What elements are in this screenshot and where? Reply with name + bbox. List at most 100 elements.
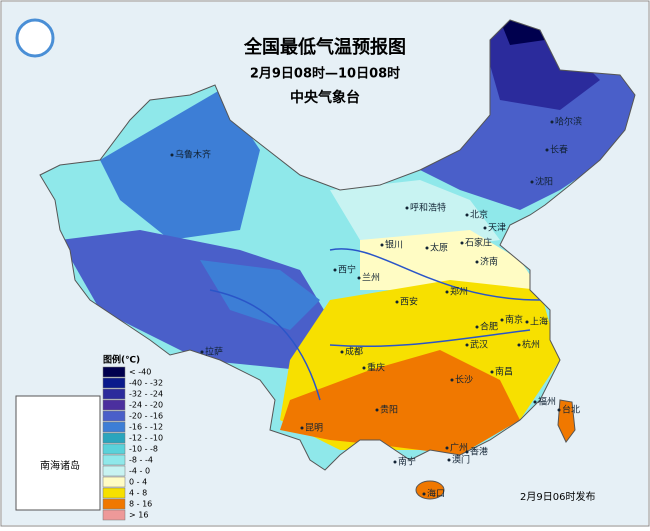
city-dot xyxy=(450,378,454,382)
city-label: 成都 xyxy=(345,346,363,358)
logo xyxy=(15,18,55,58)
legend-swatch xyxy=(102,509,126,521)
city-dot xyxy=(170,153,174,157)
legend-label: -24 - -20 xyxy=(129,401,163,410)
city-dot xyxy=(405,206,409,210)
legend-label: -4 - 0 xyxy=(129,467,150,476)
city-label: 长沙 xyxy=(455,374,473,386)
city-dot xyxy=(393,460,397,464)
city-label: 台北 xyxy=(562,404,580,416)
legend-label: -40 - -32 xyxy=(129,379,163,388)
city-dot xyxy=(445,290,449,294)
legend-label: 0 - 4 xyxy=(129,478,147,487)
legend-label: -12 - -10 xyxy=(129,434,163,443)
legend-swatch xyxy=(102,388,126,400)
city-dot xyxy=(380,243,384,247)
city-label: 沈阳 xyxy=(535,176,553,188)
taiwan xyxy=(557,399,576,443)
city-label: 石家庄 xyxy=(465,237,492,249)
city-dot xyxy=(375,408,379,412)
city-dot xyxy=(362,366,366,370)
city-label: 呼和浩特 xyxy=(410,202,446,214)
inset-label: 南海诸岛 xyxy=(40,459,80,472)
legend-label: -16 - -12 xyxy=(129,423,163,432)
city-dot xyxy=(533,400,537,404)
city-dot xyxy=(447,458,451,462)
city-label: 太原 xyxy=(430,242,448,254)
legend-swatch xyxy=(102,399,126,411)
city-dot xyxy=(490,370,494,374)
city-label: 杭州 xyxy=(522,339,540,351)
legend-label: < -40 xyxy=(129,368,151,377)
river xyxy=(209,248,541,401)
city-dot xyxy=(465,213,469,217)
city-dot xyxy=(483,226,487,230)
city-label: 武汉 xyxy=(470,339,488,351)
city-dot xyxy=(500,318,504,322)
city-dot xyxy=(557,408,561,412)
city-dot xyxy=(530,180,534,184)
city-dot xyxy=(445,446,449,450)
legend-swatch xyxy=(102,432,126,444)
city-dot xyxy=(340,350,344,354)
city-label: 拉萨 xyxy=(205,346,223,358)
legend: < -40 -40 - -32 -32 - -24 -24 - -20 -20 - -1… xyxy=(102,366,163,521)
city-dot xyxy=(357,276,361,280)
city-dot xyxy=(460,241,464,245)
city-dot xyxy=(517,343,521,347)
legend-swatch xyxy=(102,487,126,499)
legend-swatch xyxy=(102,366,126,378)
city-dot xyxy=(545,148,549,152)
city-label: 上海 xyxy=(530,316,548,328)
city-label: 郑州 xyxy=(450,286,468,298)
city-label: 哈尔滨 xyxy=(555,116,582,128)
city-label: 兰州 xyxy=(362,272,380,284)
legend-swatch xyxy=(102,454,126,466)
city-label: 乌鲁木齐 xyxy=(175,149,211,161)
issuer: 中央气象台 xyxy=(290,89,360,106)
legend-swatch xyxy=(102,476,126,488)
legend-label: 4 - 8 xyxy=(129,489,147,498)
legend-label: -8 - -4 xyxy=(129,456,153,465)
city-label: 合肥 xyxy=(480,321,498,333)
city-label: 银川 xyxy=(385,239,403,251)
city-label: 香港 xyxy=(470,446,488,458)
city-dot xyxy=(475,325,479,329)
city-label: 南京 xyxy=(505,314,523,326)
city-label: 贵阳 xyxy=(380,404,398,416)
city-label: 澳门 xyxy=(452,454,470,466)
city-dot xyxy=(300,426,304,430)
city-label: 广州 xyxy=(450,442,468,454)
city-label: 天津 xyxy=(488,223,506,234)
legend-label: -20 - -16 xyxy=(129,412,163,421)
city-label: 西宁 xyxy=(338,264,356,276)
publish-time: 2月9日06时发布 xyxy=(520,490,595,503)
city-label: 福州 xyxy=(538,396,556,408)
city-label: 济南 xyxy=(480,256,498,268)
legend-label: -10 - -8 xyxy=(129,445,158,454)
city-dot xyxy=(395,300,399,304)
legend-label: 8 - 16 xyxy=(129,500,152,509)
city-dot xyxy=(422,492,426,496)
city-label: 长春 xyxy=(550,144,568,156)
legend-swatch xyxy=(102,465,126,477)
city-dot xyxy=(475,260,479,264)
legend-swatch xyxy=(102,443,126,455)
city-dot xyxy=(465,450,469,454)
city-dot xyxy=(550,120,554,124)
legend-swatch xyxy=(102,377,126,389)
city-label: 海口 xyxy=(427,488,445,500)
period: 2月9日08时—10日08时 xyxy=(250,66,400,82)
city-label: 南宁 xyxy=(398,456,416,468)
city-dot xyxy=(465,343,469,347)
legend-label: -32 - -24 xyxy=(129,390,163,399)
city-label: 南昌 xyxy=(495,366,513,378)
city-dot xyxy=(333,268,337,272)
city-dot xyxy=(200,350,204,354)
legend-swatch xyxy=(102,498,126,510)
city-dot xyxy=(425,246,429,250)
city-label: 西安 xyxy=(400,296,418,308)
